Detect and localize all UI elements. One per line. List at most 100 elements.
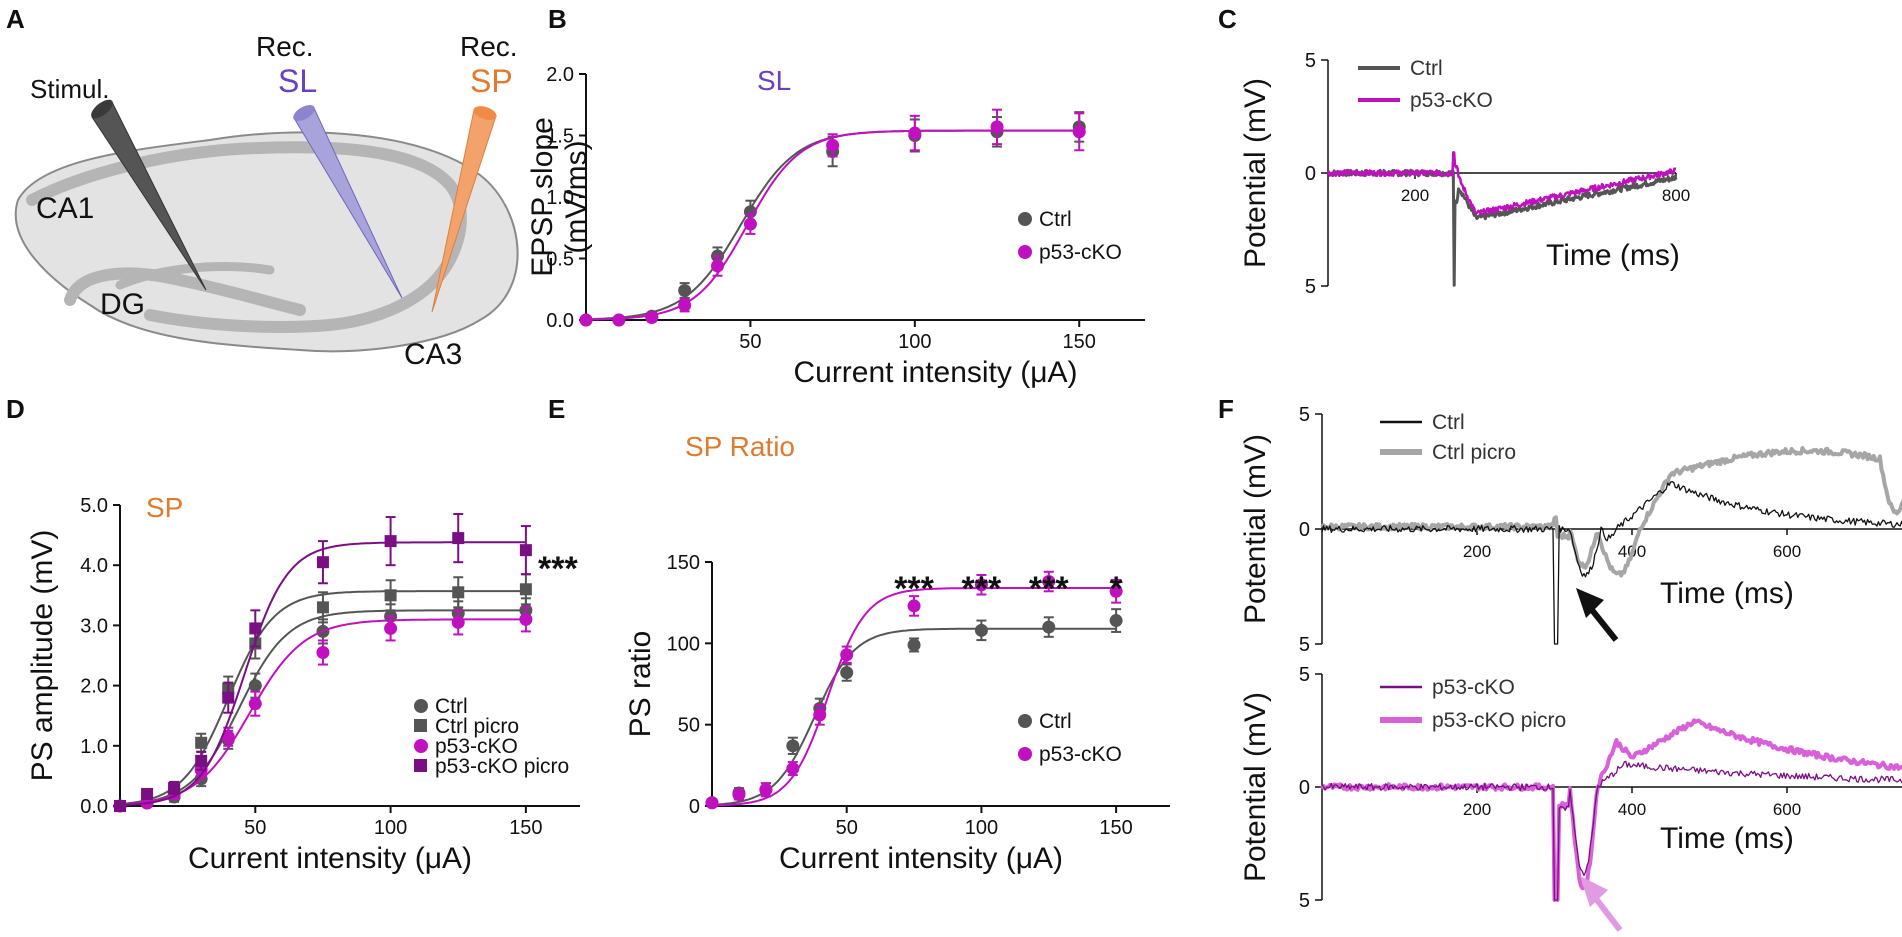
D-significance-stars: *** [538, 550, 578, 588]
D-point [384, 535, 397, 548]
B-y-tick-label: 0.0 [546, 310, 574, 332]
E-legend-marker [1018, 714, 1032, 728]
D-point [451, 615, 465, 629]
D-point [316, 645, 330, 659]
B-legend-marker [1018, 245, 1032, 259]
D-point [248, 679, 262, 693]
D-y-tick-label: 0.0 [80, 796, 108, 818]
D-point [221, 730, 235, 744]
C-trace-p53-cko [1326, 151, 1677, 216]
F-top-x-tick-label: 600 [1773, 542, 1801, 561]
panel-label-c: C [1218, 4, 1237, 34]
B-x-axis-title: Current intensity (μA) [793, 356, 1077, 389]
E-point [1042, 575, 1056, 589]
F-bottom-y-axis-title: Potential (mV) [1239, 692, 1272, 882]
E-point [813, 708, 827, 722]
B-point [579, 313, 593, 327]
D-y-tick-label: 4.0 [80, 555, 108, 577]
panel-label-a: A [6, 4, 25, 34]
E-point [1042, 620, 1056, 634]
B-point [612, 313, 626, 327]
rec-sl-label: Rec. [256, 31, 314, 62]
chart-c: 5 0 5 200 800 Time (ms) Potential (mV) Ctrl p53-… [1239, 50, 1690, 298]
B-y-tick-label: 1.5 [546, 126, 574, 148]
F-bottom-legend-label: p53-cKO picro [1432, 709, 1566, 732]
E-legend-label: Ctrl [1039, 710, 1072, 733]
D-legend-marker [414, 699, 428, 713]
F-bottom-x-tick-label: 600 [1773, 800, 1801, 819]
E-significance-stars: *** [894, 570, 934, 608]
panel-label-b: B [548, 4, 567, 34]
D-y-tick-label: 5.0 [80, 495, 108, 517]
black-arrow-icon [1576, 588, 1619, 642]
B-legend-label: p53-cKO [1039, 241, 1122, 264]
F-top-legend-label: Ctrl [1432, 411, 1465, 434]
D-x-tick-label: 100 [374, 817, 407, 839]
C-legend-label: p53-cKO [1410, 89, 1493, 112]
sl-electrode-tip [293, 105, 315, 121]
D-point [384, 621, 398, 635]
B-x-tick-label: 100 [898, 331, 931, 353]
E-y-axis-title: PS ratio [624, 631, 657, 738]
D-legend-marker [414, 739, 428, 753]
B-point [711, 259, 725, 273]
C-y-axis-title: Potential (mV) [1239, 78, 1272, 268]
F-top-trace-ctrl [1321, 481, 1902, 645]
E-point [759, 783, 773, 797]
D-y-axis-title: PS amplitude (mV) [26, 530, 59, 782]
F-top-y-tick-label: 0 [1299, 519, 1310, 541]
D-point [195, 754, 208, 767]
F-bottom-y-tick-label: 5 [1299, 664, 1310, 686]
E-x-tick-label: 100 [965, 817, 998, 839]
F-bottom-x-tick-label: 400 [1618, 800, 1646, 819]
E-legend-marker [1018, 747, 1032, 761]
B-y-tick-label: 1.0 [546, 187, 574, 209]
B-y-tick-label: 2.0 [546, 64, 574, 86]
sp-site-label: SP [470, 63, 513, 99]
panel-d-annotation: SP [146, 492, 183, 523]
rec-sp-label: Rec. [460, 31, 518, 62]
panel-f: F 505200400600800Time (ms)Potential (mV)… [1218, 394, 1902, 932]
D-x-tick-label: 150 [509, 817, 542, 839]
E-x-tick-label: 50 [836, 817, 858, 839]
C-x-tick-label: 800 [1662, 186, 1690, 205]
chart-f-top: 505200400600800Time (ms)Potential (mV)Ct… [1239, 404, 1902, 656]
D-point [384, 589, 397, 602]
D-legend-marker [414, 759, 427, 772]
E-point [840, 666, 854, 680]
hippocampus-outline [14, 131, 519, 353]
panel-d: D SP 50 100 150 0.0 1.0 2.0 3.0 4.0 5.0 Current i… [6, 394, 580, 875]
F-top-y-tick-label: 5 [1299, 634, 1310, 656]
F-bottom-x-axis-title: Time (ms) [1660, 822, 1794, 855]
D-point [316, 556, 329, 569]
chart-d: 50 100 150 0.0 1.0 2.0 3.0 4.0 5.0 Current intens… [26, 495, 580, 875]
D-x-tick-label: 50 [244, 817, 266, 839]
F-bottom-x-tick-label: 200 [1463, 800, 1491, 819]
D-point [452, 532, 465, 545]
D-legend-label: p53-cKO [435, 735, 518, 758]
C-x-axis-title: Time (ms) [1546, 239, 1680, 272]
D-point [249, 622, 262, 635]
C-y-tick-label: 0 [1305, 163, 1316, 185]
D-point [168, 781, 181, 794]
E-y-tick-label: 150 [667, 552, 700, 574]
E-significance-stars: * [1110, 570, 1124, 608]
E-y-tick-label: 100 [667, 633, 700, 655]
sl-site-label: SL [278, 63, 317, 99]
F-top-x-axis-title: Time (ms) [1660, 577, 1794, 610]
panel-label-d: D [6, 394, 25, 424]
D-point [141, 787, 154, 800]
C-x-tick-label: 200 [1401, 186, 1429, 205]
D-point [519, 544, 532, 557]
B-point [826, 138, 840, 152]
E-point [732, 788, 746, 802]
F-bottom-y-tick-label: 5 [1299, 890, 1310, 912]
B-point [678, 298, 692, 312]
dg-label: DG [100, 288, 145, 321]
E-significance-stars: *** [1029, 570, 1069, 608]
E-point [1109, 584, 1123, 598]
C-y-tick-label: 5 [1305, 50, 1316, 72]
E-point [907, 638, 921, 652]
D-legend-label: Ctrl picro [435, 715, 519, 738]
B-point [678, 283, 692, 297]
